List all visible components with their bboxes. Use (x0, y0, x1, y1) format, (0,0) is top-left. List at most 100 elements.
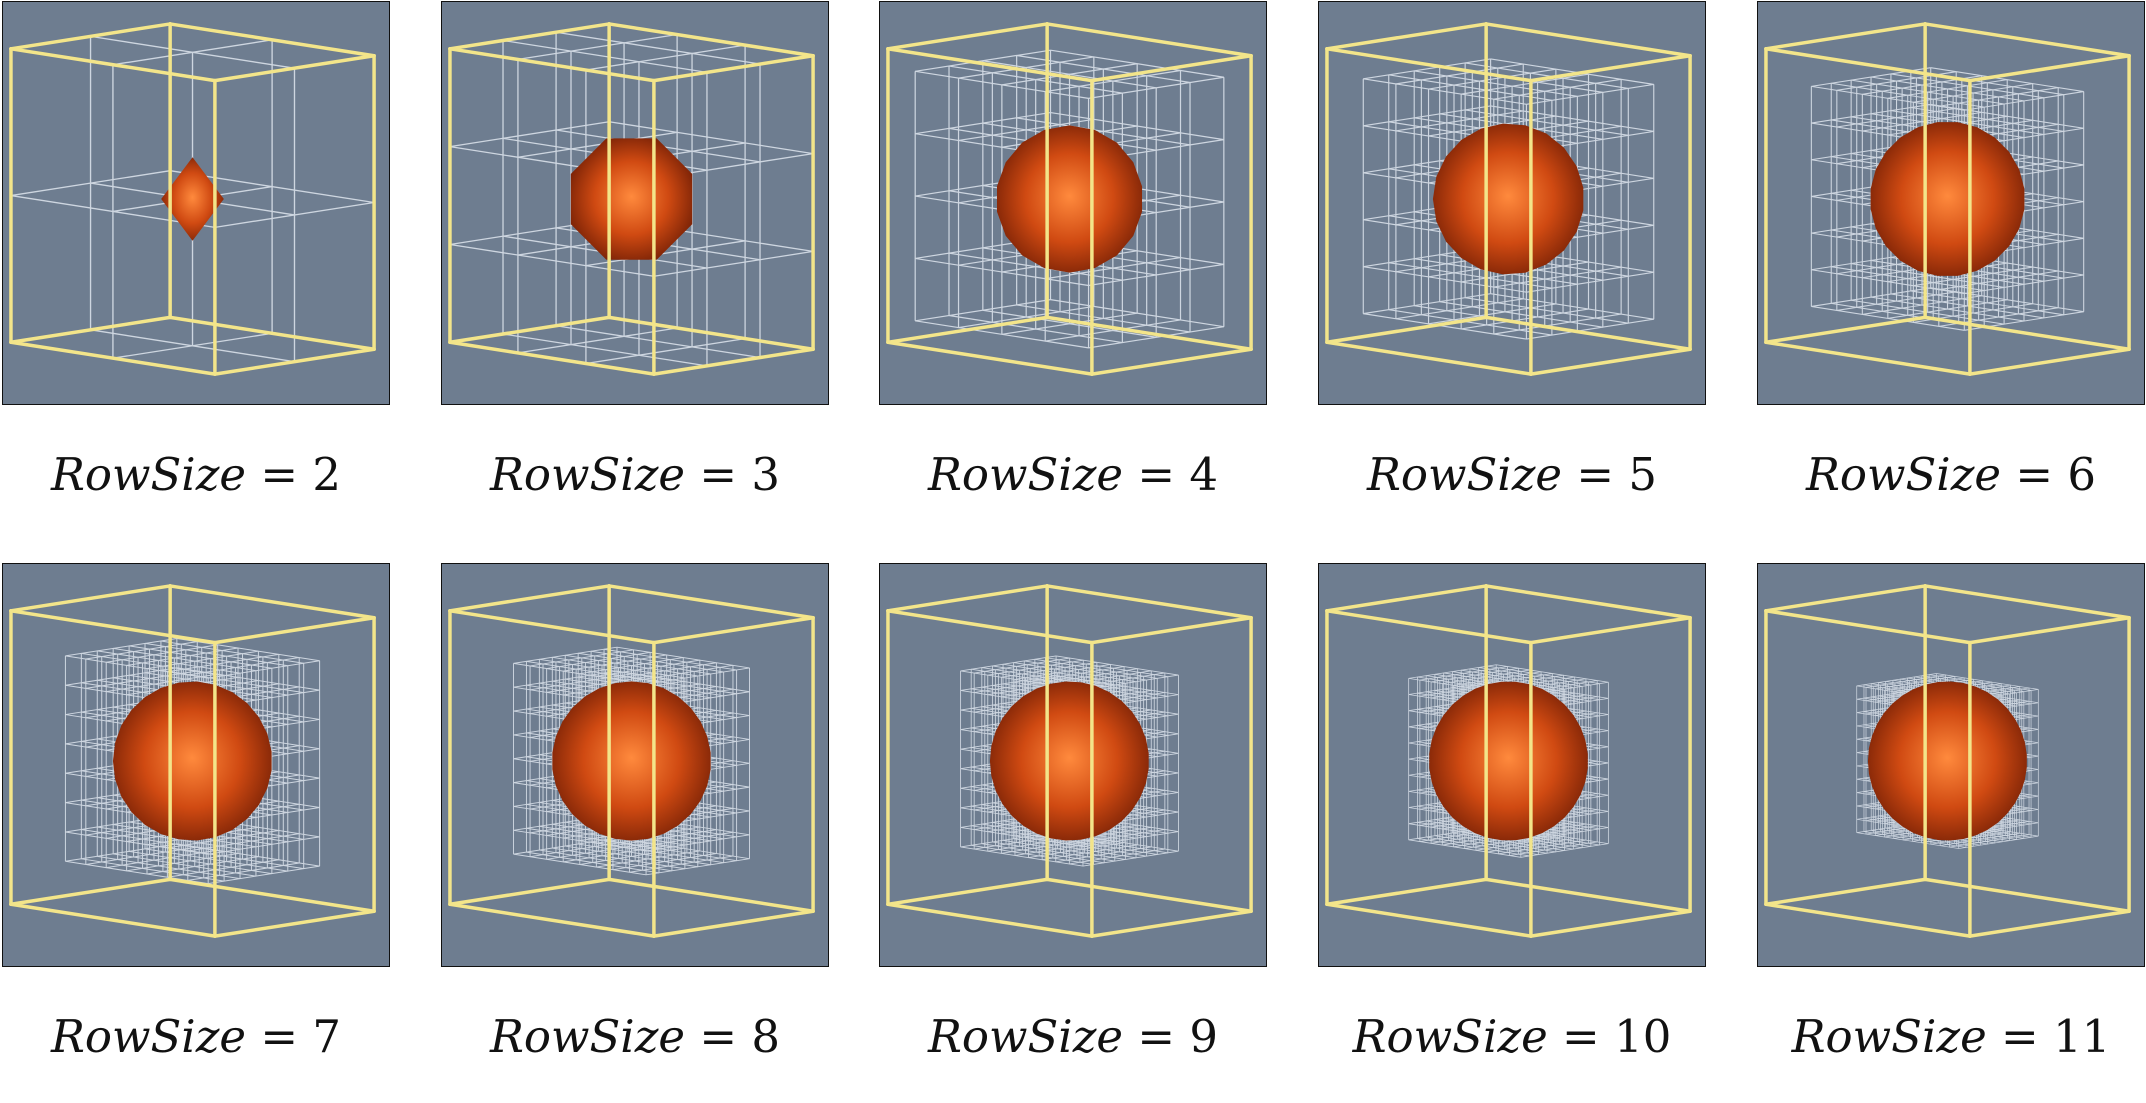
grid-line (517, 131, 678, 158)
panel-rowsize-2 (2, 1, 390, 405)
grid-line (1050, 299, 1224, 328)
bounding-box-edge (9, 609, 217, 645)
grid-line (585, 337, 746, 365)
bounding-box-edge (607, 22, 815, 58)
grid-line (1363, 105, 1491, 127)
bounding-box-edge (448, 584, 611, 613)
grid-line (1871, 830, 1974, 847)
sphere (1870, 122, 2025, 276)
grid-line (1024, 660, 1147, 681)
grid-line (502, 39, 708, 73)
bounding-box-edge (1325, 584, 1488, 613)
grid-line (1002, 839, 1126, 860)
grid-line (974, 657, 1070, 674)
grid-line (1363, 313, 1527, 340)
grid-line (1014, 664, 1111, 680)
grid-line (974, 677, 1070, 694)
grid-line (1490, 293, 1654, 320)
bounding-box-edge (886, 609, 1094, 645)
grid-line (1388, 309, 1552, 336)
bounding-box (886, 584, 1253, 938)
grid-line (1395, 298, 1524, 320)
grid-line (1461, 308, 1589, 330)
grid-line (1088, 326, 1224, 349)
grid-line (915, 257, 1089, 287)
grid-line (1465, 109, 1629, 136)
grid-line (1414, 70, 1578, 97)
grid-line (106, 644, 218, 663)
bounding-box (9, 584, 376, 938)
bounding-box-edge (886, 902, 1094, 938)
panel-caption: RowSize = 5 (1318, 443, 1706, 507)
grid-line (546, 651, 651, 670)
panel-rowsize-10 (1318, 563, 1706, 967)
bounding-box-edge (448, 47, 656, 83)
bounding-box-edge (1325, 877, 1488, 907)
grid-line (1490, 105, 1654, 132)
grid-line (603, 839, 737, 862)
bounding-box-edge (213, 54, 376, 83)
grid-line (1964, 274, 2084, 295)
grid-line (960, 846, 1084, 867)
grid-line (208, 865, 320, 885)
bounding-box-edge (886, 315, 1049, 345)
grid-line (653, 250, 814, 277)
sphere (996, 125, 1143, 273)
grid-line (1493, 266, 1622, 288)
bounding-box (1764, 22, 2131, 376)
grid-line (129, 645, 272, 669)
bounding-box-edge (9, 315, 172, 345)
grid-line (1493, 78, 1622, 100)
grid-line (526, 851, 660, 874)
grid-line (449, 243, 655, 277)
bounding-box-edge (1090, 909, 1253, 938)
bounding-box-edge (9, 584, 172, 613)
bounding-box-edge (9, 22, 172, 51)
grid-line (208, 836, 320, 855)
grid-line (971, 844, 1094, 865)
bounding-box-edge (886, 877, 1049, 907)
grid-line (1088, 263, 1224, 287)
bounding-box-edge (1764, 902, 1972, 938)
grid-line (1024, 836, 1147, 857)
grid-line (1811, 305, 1965, 331)
bounding-box-edge (1968, 616, 2131, 645)
grid-line (208, 660, 320, 679)
caption-value: 10 (1614, 1010, 1672, 1063)
grid-line (585, 44, 746, 71)
bounding-box-edge (652, 616, 815, 645)
bounding-box-edge (1090, 54, 1253, 83)
caption-equals: = (1547, 1010, 1615, 1063)
grid-line (1055, 846, 1152, 863)
caption-value: 11 (2053, 1010, 2111, 1063)
caption-variable: RowSize (50, 448, 247, 501)
bounding-box-edge (1923, 315, 2131, 351)
bounding-box-edge (886, 340, 1094, 376)
grid-line (981, 843, 1105, 864)
bounding-box-edge (886, 22, 1049, 51)
grid-line (517, 327, 678, 354)
bounding-box-edge (168, 877, 376, 913)
bounding-box-edge (1045, 22, 1253, 58)
caption-equals: = (1123, 448, 1190, 501)
grid-line (1526, 83, 1654, 105)
grid-line (1520, 843, 1609, 858)
bounding-box-edge (1764, 315, 1927, 345)
grid-line (1428, 115, 1556, 137)
grid-line (609, 121, 814, 155)
grid-line (1056, 675, 1179, 696)
grid-line (160, 845, 304, 870)
grid-line (960, 675, 1057, 691)
grid-line (65, 637, 177, 657)
grid-line (187, 862, 300, 881)
bounding-box-edge (1325, 47, 1533, 83)
panel-caption: RowSize = 6 (1757, 443, 2145, 507)
grid-line (960, 655, 1057, 672)
grid-line (539, 849, 673, 872)
grid-line (1464, 673, 1553, 688)
grid-line (129, 850, 272, 875)
grid-line (160, 640, 304, 664)
grid-line (578, 843, 711, 866)
grid-line (1958, 835, 2039, 849)
caption-value: 2 (312, 448, 342, 501)
